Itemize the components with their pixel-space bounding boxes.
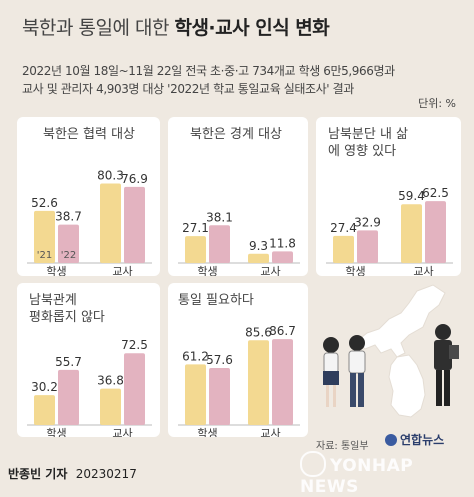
bar-학생-2021: [34, 395, 55, 425]
student-boy-icon: [348, 335, 366, 407]
bar-학생-2021: [185, 236, 206, 263]
bar-학생-2021: [34, 210, 55, 263]
data-label: 55.7: [55, 355, 82, 369]
chart-title: 남북관계 평화롭지 않다: [29, 293, 105, 325]
chart-panel-caution: 북한은 경계 대상 27.1 38.1 학생 9.3 11.8 교사: [168, 117, 308, 276]
chart-panel-cooperation: 북한은 협력 대상 52.6 '21 38.7 '22 학생 80.3 76.9 교사: [17, 117, 160, 276]
data-label: 61.2: [182, 349, 209, 363]
data-label: 62.5: [422, 186, 449, 200]
bar-교사-2021: [100, 183, 121, 263]
legend-year-label: '21: [37, 250, 52, 261]
teacher-icon: [434, 324, 459, 406]
data-label: 76.9: [121, 172, 148, 186]
student-girl-icon: [323, 337, 339, 407]
bar-학생-2021: [333, 235, 354, 263]
chart-unification-needed: 통일 필요하다 61.257.6 학생 85.686.7 교사: [178, 293, 300, 437]
category-label: 교사: [112, 427, 132, 437]
category-label: 교사: [112, 265, 132, 276]
bar-교사-2022: [124, 186, 145, 263]
legend-year-label: '22: [61, 250, 76, 261]
data-label: 86.7: [269, 324, 296, 338]
category-label: 학생: [197, 265, 217, 276]
bar-교사-2022: [425, 201, 446, 263]
chart-title: 북한은 협력 대상: [43, 127, 135, 142]
subtitle-line1: 2022년 10월 18일~11월 22일 전국 초·중·고 734개교 학생 …: [22, 64, 395, 78]
bar-학생-2022: [209, 225, 230, 263]
source-label: 자료: 통일부: [316, 441, 369, 452]
bar-교사-2021: [401, 204, 422, 263]
data-label: 59.4: [398, 189, 425, 203]
bar-학생-2021: [185, 364, 206, 425]
credit: 반종빈 기자 20230217: [8, 467, 137, 481]
korea-map-icon: [356, 284, 446, 418]
bar-교사-2022: [124, 353, 145, 425]
category-label: 학생: [46, 265, 66, 276]
korea-illustration: [323, 284, 459, 418]
category-label: 학생: [46, 427, 66, 437]
chart-not-peaceful: 남북관계 평화롭지 않다 30.2 55.7 학생 36.8 72.5 교사: [27, 293, 152, 437]
bar-교사-2022: [272, 251, 293, 263]
category-label: 교사: [260, 427, 280, 437]
bar-학생-2022: [58, 224, 79, 263]
category-label: 학생: [197, 427, 217, 437]
subtitle-line2: 교사 및 관리자 4,903명 대상 '2022년 학교 통일교육 실태조사' …: [22, 82, 354, 96]
bar-교사-2021: [248, 340, 269, 425]
data-label: 85.6: [245, 325, 272, 339]
bar-교사-2022: [272, 339, 293, 425]
data-label: 80.3: [97, 169, 124, 183]
data-label: 38.7: [55, 210, 82, 224]
data-label: 9.3: [249, 239, 268, 253]
data-label: 11.8: [269, 236, 296, 250]
unit-label: 단위: %: [418, 97, 456, 110]
chart-cooperation: 북한은 협력 대상 52.6 '21 38.7 '22 학생 80.376.9 교사: [27, 127, 152, 276]
watermark: YONHAP NEWS: [300, 451, 474, 497]
data-label: 27.4: [330, 221, 357, 235]
data-label: 32.9: [354, 215, 381, 229]
watermark-logo-icon: [300, 451, 326, 477]
chart-title: 통일 필요하다: [178, 293, 254, 308]
chart-panel-unification-needed: 통일 필요하다 61.2 57.6 학생 85.6 86.7 교사: [168, 283, 308, 437]
chart-panel-not-peaceful: 남북관계 평화롭지 않다 30.2 55.7 학생 36.8 72.5 교사: [17, 283, 160, 437]
data-label: 36.8: [97, 374, 124, 388]
bar-교사-2021: [100, 388, 121, 425]
category-label: 교사: [260, 265, 280, 276]
data-label: 27.1: [182, 221, 209, 235]
page-title: 북한과 통일에 대한 학생·교사 인식 변화: [22, 17, 330, 39]
data-label: 52.6: [31, 196, 58, 210]
chart-title: 북한은 경계 대상: [190, 127, 282, 142]
data-label: 38.1: [206, 210, 233, 224]
category-label: 학생: [345, 265, 365, 276]
yonhap-logo: 연합뉴스: [385, 431, 444, 448]
data-label: 30.2: [31, 380, 58, 394]
yonhap-logo-icon: [385, 434, 397, 446]
bar-학생-2022: [357, 230, 378, 263]
bar-교사-2021: [248, 253, 269, 263]
category-label: 교사: [413, 265, 433, 276]
data-label: 57.6: [206, 353, 233, 367]
data-label: 72.5: [121, 338, 148, 352]
bar-학생-2022: [209, 367, 230, 425]
bar-학생-2022: [58, 369, 79, 425]
chart-caution: 북한은 경계 대상 27.138.1 학생 9.3 11.8 교사: [178, 127, 300, 276]
